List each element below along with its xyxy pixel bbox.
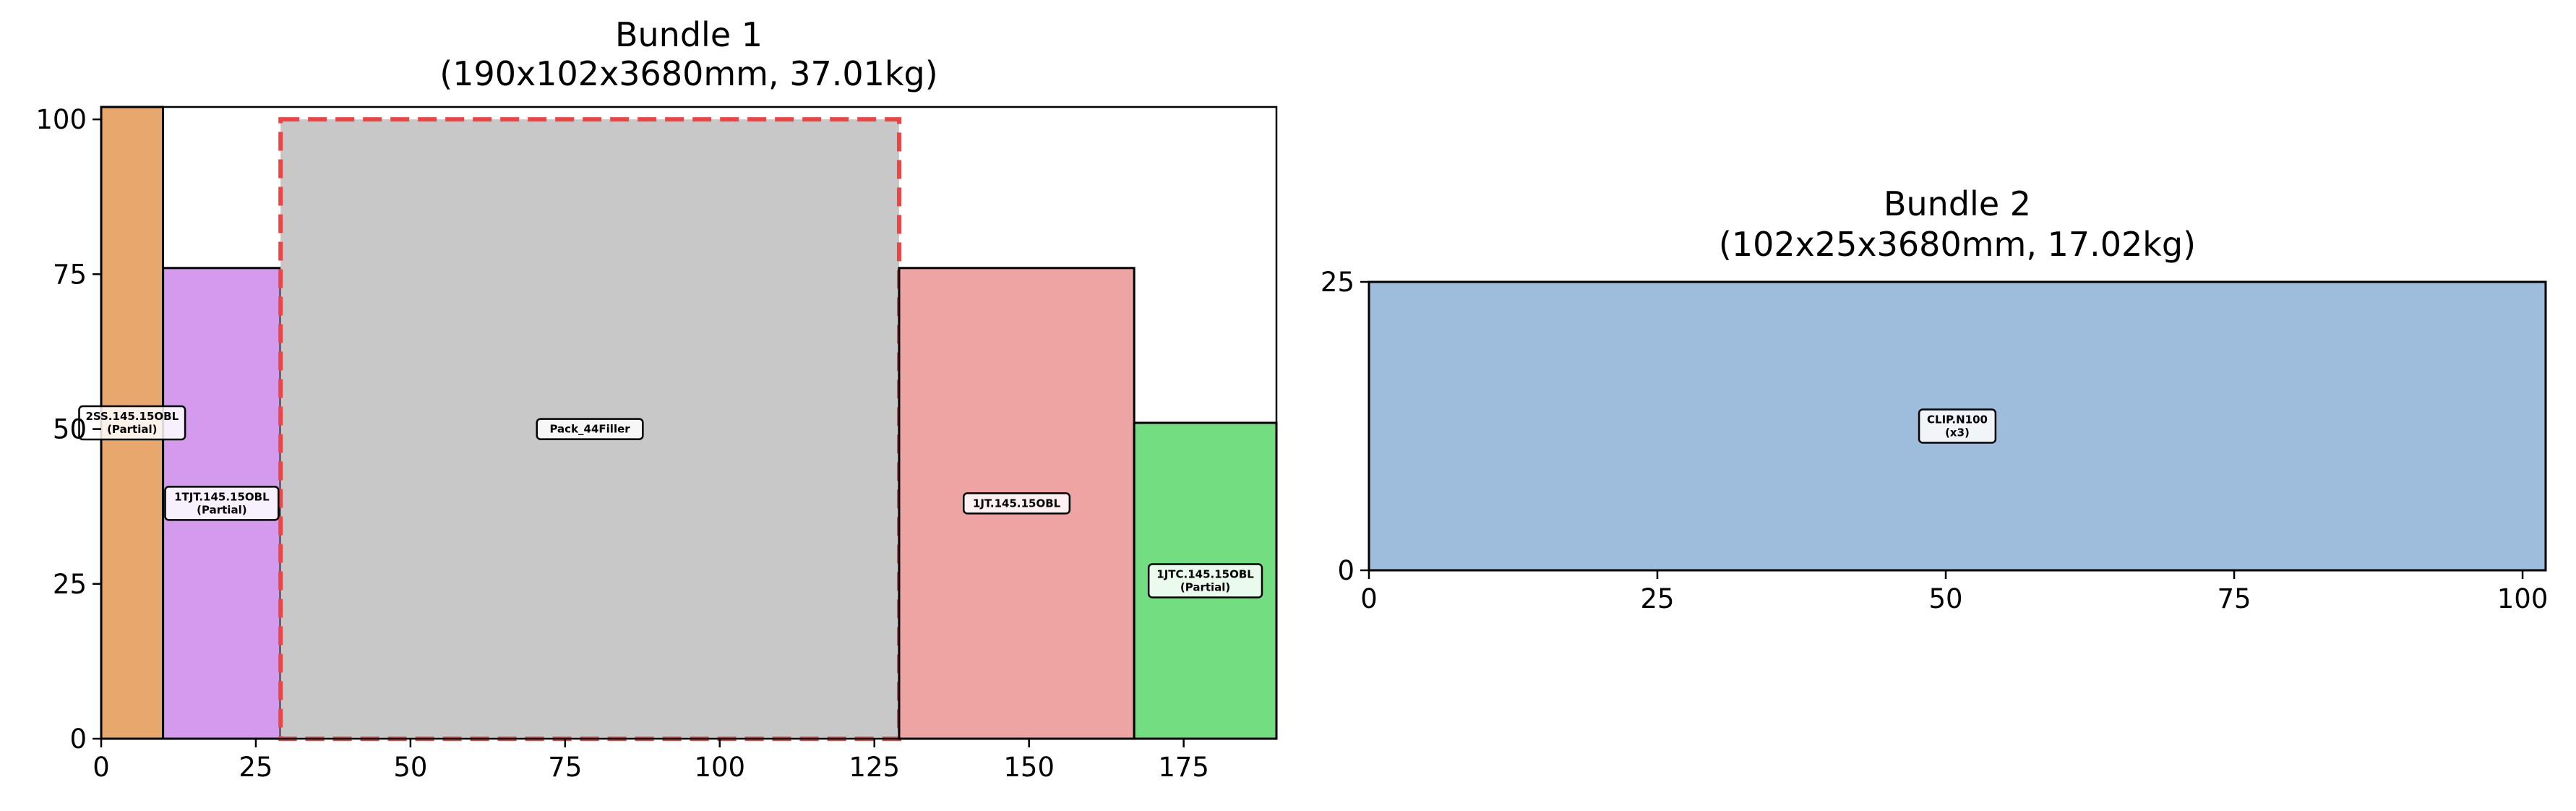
label-text: 2SS.145.15OBL <box>85 410 179 423</box>
x-tick-label: 175 <box>1158 752 1209 783</box>
x-tick-label: 100 <box>694 752 745 783</box>
y-tick-label: 25 <box>53 569 87 600</box>
x-tick-label: 125 <box>849 752 900 783</box>
bundle-1-subtitle: (190x102x3680mm, 37.01kg) <box>439 54 937 93</box>
bundle-1-title: Bundle 1 <box>615 15 763 54</box>
label-box <box>1147 563 1263 598</box>
item-label-1jt-145-15obl: 1JT.145.15OBL <box>963 492 1071 515</box>
label-box <box>963 492 1071 515</box>
y-tick-label: 50 <box>53 414 87 445</box>
y-tick-label: 0 <box>69 724 87 755</box>
label-subtext: (Partial) <box>197 503 246 516</box>
label-text: 1JT.145.15OBL <box>973 497 1061 510</box>
bundle-2-chart: Bundle 2 (102x25x3680mm, 17.02kg) CLIP.N… <box>1321 184 2548 614</box>
item-label-1tjt-145-15obl: 1TJT.145.15OBL(Partial) <box>164 486 280 521</box>
label-box <box>164 486 280 521</box>
label-text: 1TJT.145.15OBL <box>174 490 270 503</box>
x-tick-label: 0 <box>93 752 110 783</box>
item-label-pack-44filler: Pack_44Filler <box>536 418 644 440</box>
plot-frame <box>1368 280 2547 572</box>
bundle-2-title: Bundle 2 <box>1884 184 2031 223</box>
x-tick-label: 25 <box>239 752 272 783</box>
x-tick-label: 100 <box>2497 583 2549 614</box>
item-label-1jtc-145-15obl: 1JTC.145.15OBL(Partial) <box>1147 563 1263 598</box>
x-tick-label: 75 <box>2217 583 2251 614</box>
label-text: 1JTC.145.15OBL <box>1156 568 1254 581</box>
y-tick-label: 0 <box>1337 555 1354 586</box>
y-tick-label: 100 <box>35 104 87 135</box>
label-subtext: (Partial) <box>107 423 157 436</box>
x-tick-label: 50 <box>1928 583 1962 614</box>
label-box <box>1918 408 1997 444</box>
y-tick-label: 25 <box>1321 267 1354 298</box>
label-text: Pack_44Filler <box>549 423 630 436</box>
label-subtext: (x3) <box>1945 426 1970 439</box>
bundle-2-subtitle: (102x25x3680mm, 17.02kg) <box>1719 225 2196 264</box>
label-box <box>536 418 644 440</box>
label-subtext: (Partial) <box>1180 581 1230 594</box>
item-label-clip-n100: CLIP.N100(x3) <box>1918 408 1997 444</box>
x-tick-label: 150 <box>1003 752 1055 783</box>
item-label-2ss-145-15obl: 2SS.145.15OBL(Partial) <box>78 405 186 441</box>
bundle-1-chart: Bundle 1 (190x102x3680mm, 37.01kg) 2SS.1… <box>35 15 1278 783</box>
x-tick-label: 75 <box>548 752 582 783</box>
x-tick-label: 50 <box>393 752 427 783</box>
x-tick-label: 0 <box>1360 583 1378 614</box>
y-tick-label: 75 <box>53 259 87 290</box>
label-text: CLIP.N100 <box>1927 413 1988 426</box>
x-tick-label: 25 <box>1640 583 1674 614</box>
label-box <box>78 405 186 441</box>
